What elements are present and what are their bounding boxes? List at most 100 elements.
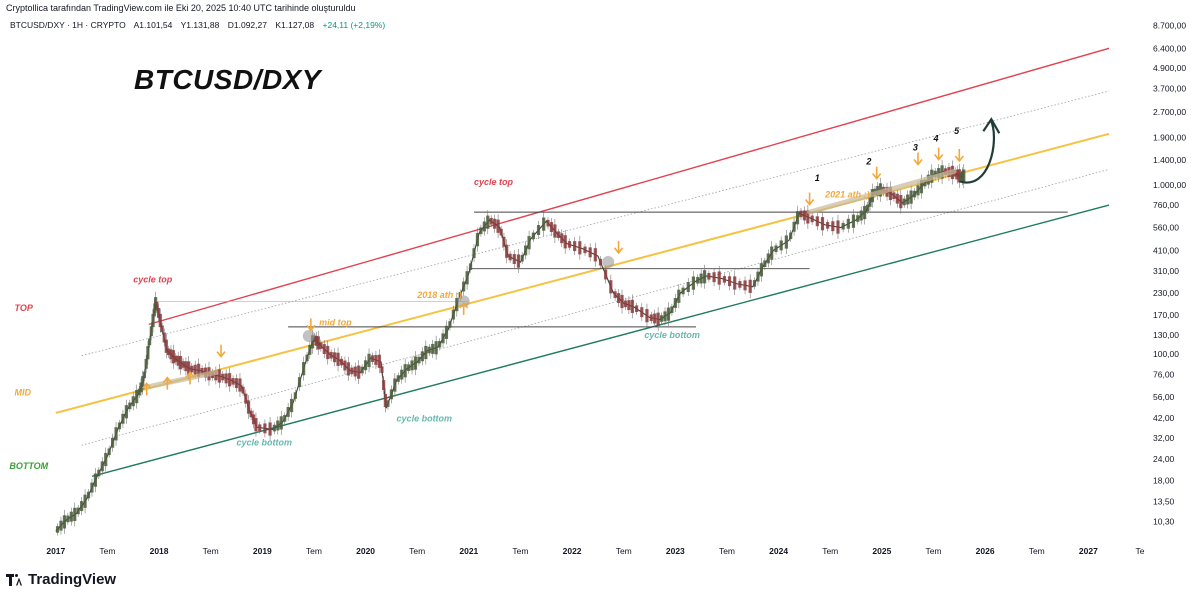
candle-body	[536, 225, 541, 235]
candle-body	[524, 245, 528, 256]
candle-body	[420, 351, 424, 362]
candle-body	[73, 507, 77, 522]
candle-body	[124, 405, 128, 419]
touch-point-marker	[602, 256, 615, 269]
candle-body	[779, 240, 783, 251]
candle-body	[635, 305, 639, 313]
candle-body	[752, 280, 757, 287]
x-axis-tick-label: Tem	[925, 546, 941, 556]
candle-body	[228, 373, 232, 387]
candle-body	[553, 224, 557, 238]
y-axis-tick-label: 1.900,00	[1153, 133, 1186, 143]
candle-body	[841, 222, 845, 230]
candle-body	[400, 369, 404, 380]
candle-body	[149, 326, 153, 337]
annotation-label: cycle bottom	[397, 414, 453, 424]
candle-body	[468, 263, 473, 270]
annotation-label: cycle bottom	[644, 330, 700, 340]
y-axis-tick-label: 10,30	[1153, 516, 1175, 526]
candle-body	[263, 423, 267, 434]
candle-body	[696, 276, 700, 284]
candle-body	[363, 360, 368, 371]
candle-body	[251, 414, 256, 425]
candle-body	[93, 473, 97, 487]
candle-body	[583, 246, 587, 254]
down-arrow-icon	[804, 192, 815, 206]
candle-body	[479, 227, 483, 235]
annotation-label: cycle top	[474, 177, 514, 187]
y-axis-tick-label: 3.700,00	[1153, 84, 1186, 94]
candle-body	[451, 309, 455, 320]
candle-body	[146, 346, 150, 360]
candle-body	[305, 354, 309, 362]
candle-body	[593, 248, 597, 262]
annotation-label: 3	[913, 142, 918, 152]
symbol-label[interactable]: BTCUSD/DXY · 1H · CRYPTO	[10, 20, 126, 30]
candle-body	[434, 341, 438, 355]
candle-body	[437, 340, 442, 348]
candle-body	[316, 336, 320, 350]
candle-body	[234, 378, 239, 389]
y-axis-tick-label: 760,00	[1153, 200, 1179, 210]
candle-body	[403, 364, 407, 378]
candle-body	[121, 413, 125, 424]
candle-body	[727, 276, 732, 287]
candle-body	[386, 400, 390, 407]
candle-body	[382, 380, 386, 391]
candle-body	[308, 344, 312, 355]
candle-body	[293, 392, 297, 399]
tradingview-logo[interactable]: TradingView	[6, 571, 116, 588]
ohlc-legend: BTCUSD/DXY · 1H · CRYPTO A1.101,54 Y1.13…	[10, 20, 391, 30]
annotation-label: 2021 ath :)	[824, 190, 870, 200]
candle-body	[663, 311, 667, 322]
candle-body	[448, 321, 452, 328]
candle-body	[733, 276, 737, 290]
candle-body	[353, 366, 357, 377]
candle-body	[171, 350, 175, 364]
candle-body	[863, 205, 867, 220]
candle-body	[933, 170, 937, 178]
candle-body	[738, 281, 742, 288]
candle-body	[955, 169, 959, 180]
candle-body	[784, 235, 788, 249]
candle-body	[413, 356, 418, 370]
candle-body	[856, 215, 860, 222]
x-axis-tick-label: 2026	[976, 546, 995, 556]
candle-body	[176, 355, 180, 366]
candle-body	[350, 367, 354, 375]
candle-body	[276, 420, 280, 431]
candle-body	[546, 219, 550, 227]
candle-body	[217, 369, 221, 383]
mid-channel-line	[55, 132, 1110, 414]
candle-body	[609, 280, 613, 294]
candle-body	[139, 382, 143, 393]
candle-body	[836, 220, 840, 234]
candle-body	[367, 353, 371, 367]
candle-body	[604, 269, 608, 280]
candle-body	[462, 281, 466, 292]
candle-body	[623, 300, 628, 308]
candle-body	[297, 377, 302, 388]
down-arrow-icon	[216, 344, 226, 358]
candle-body	[902, 198, 906, 206]
candle-body	[80, 501, 84, 512]
up-arrow-icon	[459, 301, 469, 315]
y-axis-tick-label: 32,00	[1153, 433, 1175, 443]
candle-body	[76, 507, 80, 515]
annotation-label: 5	[954, 126, 960, 136]
y-axis-tick-label: 560,00	[1153, 222, 1179, 232]
candle-body	[197, 363, 201, 377]
candle-body	[346, 362, 350, 376]
candle-body	[656, 312, 660, 326]
x-axis-tick-label: 2022	[563, 546, 582, 556]
up-arrow-icon	[162, 376, 172, 390]
candle-body	[686, 282, 690, 292]
bottom-channel-line	[91, 204, 1110, 478]
candle-body	[246, 400, 251, 414]
candle-body	[493, 218, 497, 229]
x-axis-tick-label: 2025	[872, 546, 891, 556]
candle-body	[792, 221, 796, 232]
annotation-label: 2	[865, 156, 871, 166]
candle-body	[670, 306, 674, 313]
